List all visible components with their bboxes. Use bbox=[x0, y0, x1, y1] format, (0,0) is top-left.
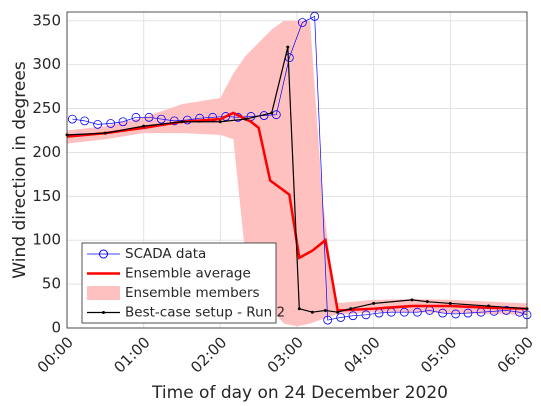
y-tick-label: 250 bbox=[32, 99, 61, 117]
x-tick-label: 05:00 bbox=[417, 333, 460, 376]
y-axis-label: Wind direction in degrees bbox=[10, 61, 30, 279]
point bbox=[310, 310, 314, 314]
legend-swatch bbox=[87, 286, 120, 300]
point bbox=[142, 124, 146, 128]
point bbox=[410, 298, 414, 302]
plot-frame bbox=[66, 11, 528, 329]
x-tick-label: 04:00 bbox=[340, 333, 383, 376]
ensemble-band bbox=[67, 20, 527, 327]
y-tick-label: 300 bbox=[32, 55, 61, 73]
point bbox=[412, 307, 422, 317]
point bbox=[451, 309, 461, 319]
y-tick-label: 0 bbox=[51, 319, 61, 337]
point bbox=[180, 120, 184, 124]
point bbox=[244, 117, 248, 121]
point bbox=[221, 112, 231, 121]
point bbox=[270, 111, 274, 115]
point bbox=[487, 304, 491, 308]
y-tick-label: 100 bbox=[32, 231, 61, 249]
y-tick-label: 50 bbox=[42, 275, 61, 293]
legend-box bbox=[81, 242, 277, 324]
point bbox=[131, 112, 141, 122]
x-axis-label: Time of day on 24 December 2020 bbox=[151, 383, 448, 403]
x-tick-label: 01:00 bbox=[110, 333, 153, 376]
y-tick-label: 200 bbox=[32, 143, 61, 161]
x-tick-label: 00:00 bbox=[34, 333, 77, 376]
point bbox=[297, 307, 301, 311]
point bbox=[463, 308, 473, 318]
point bbox=[501, 306, 511, 315]
point bbox=[361, 310, 371, 320]
legend-label: Ensemble average bbox=[125, 266, 251, 282]
point bbox=[103, 131, 107, 135]
legend: SCADA data Ensemble average Ensemble membe… bbox=[81, 242, 285, 324]
series-line bbox=[72, 15, 528, 321]
legend-label: Best-case setup - Run 2 bbox=[125, 305, 285, 321]
point bbox=[80, 116, 90, 126]
point bbox=[336, 310, 340, 314]
point bbox=[399, 307, 409, 317]
x-tick-label: 03:00 bbox=[264, 333, 307, 376]
legend-marker bbox=[99, 249, 108, 259]
y-tick-label: 350 bbox=[32, 11, 61, 29]
point bbox=[448, 301, 452, 305]
point bbox=[67, 114, 77, 124]
point bbox=[323, 315, 333, 325]
legend-label: SCADA data bbox=[125, 246, 206, 262]
point bbox=[118, 117, 128, 127]
point bbox=[169, 116, 179, 126]
point bbox=[271, 110, 281, 120]
point bbox=[286, 45, 290, 49]
point bbox=[349, 307, 353, 311]
point bbox=[425, 300, 429, 304]
legend-marker bbox=[102, 311, 105, 314]
x-tick-label: 02:00 bbox=[187, 333, 230, 376]
point bbox=[156, 114, 166, 124]
point bbox=[218, 120, 222, 124]
point bbox=[106, 119, 116, 128]
point bbox=[348, 311, 358, 321]
point bbox=[297, 18, 307, 27]
point bbox=[438, 308, 448, 318]
point bbox=[372, 301, 376, 305]
y-tick-label: 150 bbox=[32, 187, 61, 205]
point bbox=[93, 119, 103, 129]
point bbox=[336, 313, 346, 322]
point bbox=[323, 308, 327, 312]
legend-label: Ensemble members bbox=[125, 285, 260, 301]
x-tick-label: 06:00 bbox=[494, 333, 537, 376]
point bbox=[144, 112, 154, 122]
